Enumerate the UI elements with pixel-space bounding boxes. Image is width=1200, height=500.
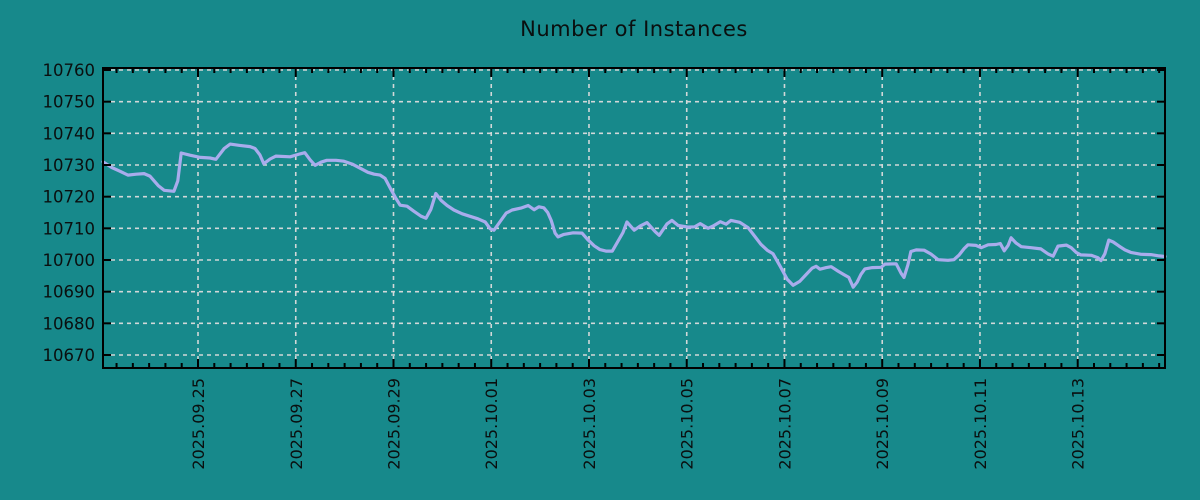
x-tick-label: 2025.10.05 xyxy=(678,378,697,470)
x-tick-label: 2025.09.29 xyxy=(384,378,403,470)
y-tick-label: 10730 xyxy=(43,156,96,175)
y-tick-label: 10710 xyxy=(43,219,96,238)
x-tick-label: 2025.10.09 xyxy=(873,378,892,470)
y-tick-label: 10760 xyxy=(43,61,96,80)
x-tick-label: 2025.10.13 xyxy=(1069,378,1088,470)
x-tick-label: 2025.10.03 xyxy=(580,378,599,470)
y-tick-label: 10680 xyxy=(43,314,96,333)
y-tick-label: 10690 xyxy=(43,283,96,302)
y-tick-label: 10750 xyxy=(43,93,96,112)
y-tick-label: 10700 xyxy=(43,251,96,270)
x-tick-label: 2025.10.07 xyxy=(775,378,794,470)
x-tick-label: 2025.09.25 xyxy=(189,378,208,470)
plot-frame xyxy=(102,67,1166,369)
x-tick-label: 2025.10.01 xyxy=(482,378,501,470)
chart-title: Number of Instances xyxy=(520,17,748,41)
y-tick-label: 10720 xyxy=(43,188,96,207)
x-tick-label: 2025.09.27 xyxy=(287,378,306,470)
y-tick-label: 10740 xyxy=(43,124,96,143)
data-series-line xyxy=(101,142,1167,289)
x-tick-label: 2025.10.11 xyxy=(971,378,990,470)
y-tick-label: 10670 xyxy=(43,346,96,365)
